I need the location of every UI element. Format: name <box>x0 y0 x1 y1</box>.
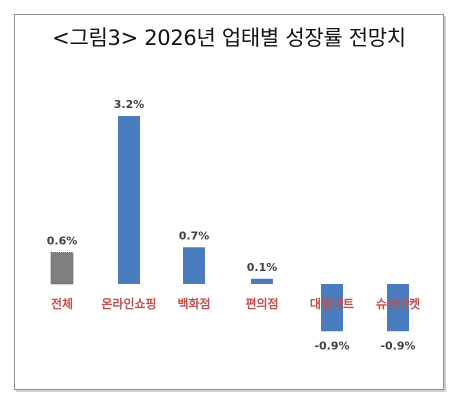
value-label-1: 3.2% <box>114 98 145 111</box>
value-label-3: 0.1% <box>247 261 278 274</box>
chart-title: <그림3> 2026년 업태별 성장률 전망치 <box>52 26 406 50</box>
bar-1 <box>118 116 140 284</box>
category-label-3: 편의점 <box>245 296 278 311</box>
bar-3 <box>251 278 273 284</box>
category-label-4: 대형마트 <box>310 296 354 311</box>
chart-frame <box>14 14 444 390</box>
bar-5 <box>387 284 409 332</box>
bar-4 <box>321 284 343 332</box>
category-label-0: 전체 <box>51 296 73 311</box>
bar-2 <box>183 247 205 284</box>
category-label-1: 온라인쇼핑 <box>101 296 156 311</box>
category-label-5: 슈퍼마켓 <box>376 296 420 311</box>
value-label-2: 0.7% <box>179 229 210 242</box>
bar-0 <box>50 252 74 285</box>
category-label-2: 백화점 <box>177 296 210 311</box>
value-label-0: 0.6% <box>47 235 78 248</box>
value-label-4: -0.9% <box>314 339 349 352</box>
value-label-5: -0.9% <box>380 339 415 352</box>
